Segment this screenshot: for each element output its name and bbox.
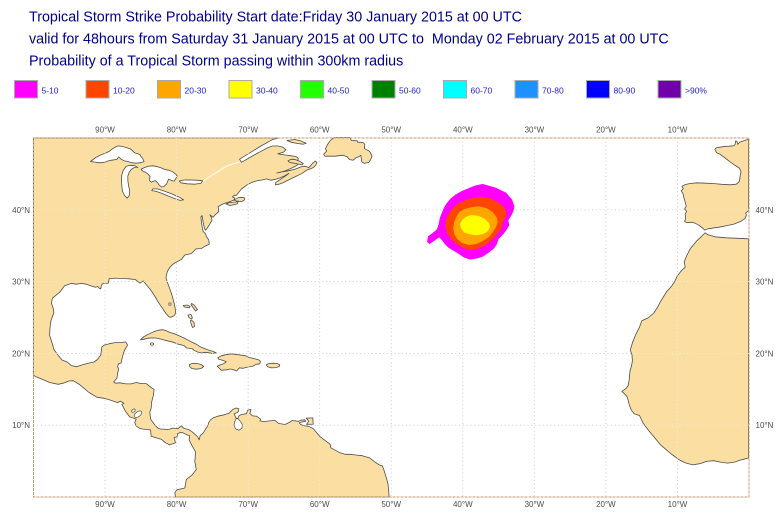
svg-text:>90%: >90%: [685, 86, 707, 96]
svg-text:Tropical Storm Strike Probabil: Tropical Storm Strike Probability Start …: [29, 10, 522, 26]
svg-text:10°W: 10°W: [668, 500, 688, 509]
svg-text:40°W: 40°W: [453, 126, 473, 135]
svg-text:40°N: 40°N: [756, 206, 774, 215]
svg-text:80°W: 80°W: [167, 500, 187, 509]
svg-text:50°W: 50°W: [381, 126, 401, 135]
svg-text:20-30: 20-30: [185, 86, 207, 96]
svg-text:90°W: 90°W: [95, 500, 115, 509]
svg-text:20°W: 20°W: [596, 500, 616, 509]
svg-text:Probability of a Tropical Stor: Probability of a Tropical Storm passing …: [29, 54, 403, 70]
svg-text:valid for 48hours from Saturda: valid for 48hours from Saturday 31 Janua…: [29, 32, 669, 48]
svg-text:50°W: 50°W: [381, 500, 401, 509]
svg-text:30°W: 30°W: [525, 500, 545, 509]
svg-text:30°N: 30°N: [12, 278, 30, 287]
svg-text:30°W: 30°W: [525, 126, 545, 135]
svg-text:10°W: 10°W: [668, 126, 688, 135]
svg-text:10°N: 10°N: [756, 421, 774, 430]
svg-text:60°W: 60°W: [310, 500, 330, 509]
svg-text:70°W: 70°W: [238, 500, 258, 509]
svg-text:70-80: 70-80: [542, 86, 564, 96]
svg-text:30°N: 30°N: [756, 278, 774, 287]
svg-text:40-50: 40-50: [328, 86, 350, 96]
svg-text:80-90: 80-90: [614, 86, 636, 96]
svg-text:60°W: 60°W: [310, 126, 330, 135]
svg-text:40°N: 40°N: [12, 206, 30, 215]
svg-text:30-40: 30-40: [256, 86, 278, 96]
svg-text:50-60: 50-60: [399, 86, 421, 96]
svg-text:20°N: 20°N: [756, 349, 774, 358]
svg-text:10-20: 10-20: [113, 86, 135, 96]
svg-text:40°W: 40°W: [453, 500, 473, 509]
svg-text:80°W: 80°W: [167, 126, 187, 135]
svg-text:20°W: 20°W: [596, 126, 616, 135]
svg-text:90°W: 90°W: [95, 126, 115, 135]
svg-text:10°N: 10°N: [12, 421, 30, 430]
svg-text:20°N: 20°N: [12, 349, 30, 358]
svg-text:60-70: 60-70: [471, 86, 493, 96]
svg-text:70°W: 70°W: [238, 126, 258, 135]
svg-text:5-10: 5-10: [42, 86, 59, 96]
